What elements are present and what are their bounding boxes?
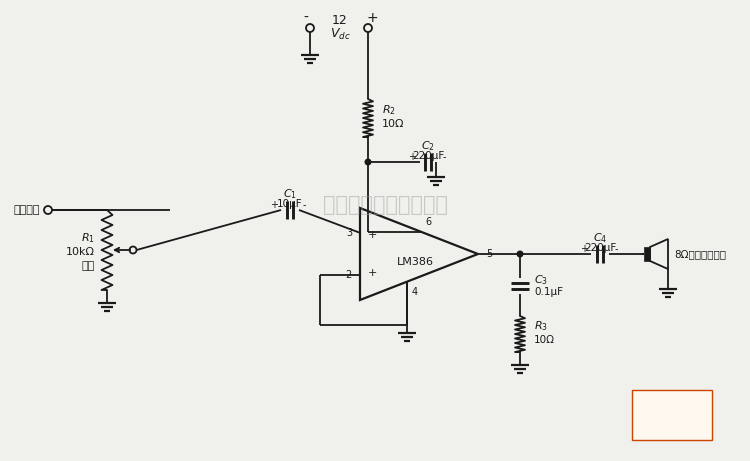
Text: 4: 4	[411, 287, 417, 296]
Text: +: +	[270, 200, 278, 210]
Text: LM386: LM386	[397, 257, 433, 267]
Text: 6: 6	[425, 217, 431, 227]
Text: 杭州络睿科技有限公司: 杭州络睿科技有限公司	[322, 195, 448, 215]
Bar	[632, 390, 712, 440]
Text: $V_{dc}$: $V_{dc}$	[329, 26, 350, 41]
Text: $R_1$: $R_1$	[81, 231, 95, 245]
Text: www.dzsc.com: www.dzsc.com	[636, 414, 708, 424]
Circle shape	[365, 159, 370, 165]
Text: $R_3$: $R_3$	[534, 319, 548, 333]
Text: 10μF: 10μF	[278, 199, 303, 209]
Text: -: -	[302, 200, 306, 210]
Text: 音量: 音量	[82, 261, 95, 271]
Text: -: -	[442, 152, 446, 162]
Text: $C_1$: $C_1$	[283, 187, 297, 201]
Text: 10kΩ: 10kΩ	[66, 247, 95, 257]
Text: -: -	[614, 244, 618, 254]
Text: 音频输入: 音频输入	[13, 205, 40, 215]
Text: $R_2$: $R_2$	[382, 103, 396, 117]
Text: 2: 2	[346, 270, 352, 280]
Text: 12: 12	[332, 13, 348, 26]
Text: +: +	[368, 230, 376, 240]
Text: 220μF: 220μF	[584, 243, 616, 253]
Text: 10Ω: 10Ω	[534, 335, 555, 345]
Text: 220μF: 220μF	[412, 151, 444, 161]
Text: 8Ω扬声器或耳塞: 8Ω扬声器或耳塞	[674, 249, 726, 259]
Text: +: +	[580, 244, 588, 254]
Text: $C_2$: $C_2$	[421, 139, 435, 153]
Text: +: +	[368, 268, 376, 278]
Text: 维库一下: 维库一下	[657, 398, 687, 412]
Text: 0.1μF: 0.1μF	[534, 287, 563, 297]
Text: 5: 5	[486, 249, 492, 259]
Text: +: +	[366, 11, 378, 25]
Text: $C_3$: $C_3$	[534, 273, 548, 287]
Text: -: -	[304, 11, 308, 25]
Text: +: +	[408, 152, 416, 162]
Text: 3: 3	[346, 228, 352, 238]
Bar	[644, 247, 650, 261]
Circle shape	[518, 251, 523, 257]
Text: jiexiantu: jiexiantu	[651, 425, 693, 435]
Text: $C_4$: $C_4$	[592, 231, 608, 245]
Text: 10Ω: 10Ω	[382, 119, 404, 129]
